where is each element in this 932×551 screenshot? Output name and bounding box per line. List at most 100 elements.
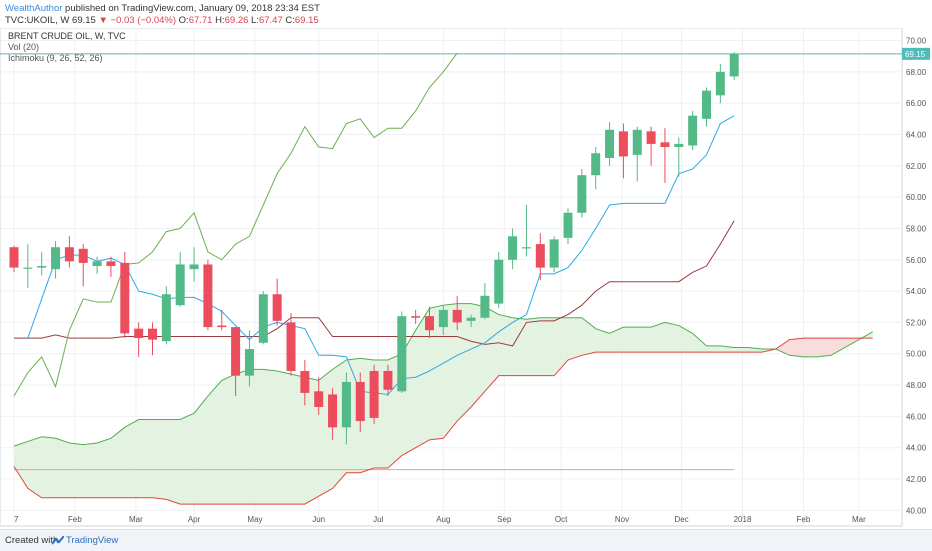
cloud-segment [512,317,527,376]
price-change: −0.03 (−0.04%) [110,15,177,26]
cloud-segment [69,443,84,498]
candle [64,236,74,268]
candle [383,364,393,397]
candle-body [217,325,227,328]
candle [438,305,448,335]
candle [549,236,559,273]
cloud-segment [554,317,568,376]
x-tick-label: Sep [497,515,512,524]
candle [521,204,531,257]
cloud-segment [194,396,208,505]
cloud-segment [664,322,679,353]
y-tick-label: 56.00 [906,256,927,265]
open-label: O: [178,15,189,26]
candle-body [341,381,351,428]
candle [217,309,227,331]
candle-body [203,264,213,328]
x-tick-label: Aug [436,515,450,524]
y-tick-label: 52.00 [906,318,927,327]
x-tick-label: Jun [312,515,325,524]
tradingview-logo-icon [52,536,64,545]
candle [660,128,670,184]
published-text: published on TradingView.com, January 09… [65,3,320,14]
cloud-segment [166,419,181,505]
candle [78,244,88,287]
y-tick-label: 66.00 [906,99,927,108]
cloud-segment [97,438,111,498]
cloud-segment [277,370,291,505]
cloud-segment [443,303,458,439]
cloud-segment [415,308,430,448]
candle-body [51,247,61,270]
candle-body [618,131,628,157]
candle-body [688,115,698,146]
candle-body [535,244,545,268]
candle [646,126,656,166]
candle-body [64,247,74,262]
x-tick-label: 2018 [734,515,752,524]
low-label: L: [251,15,259,26]
candle-body [23,267,33,269]
candle [355,372,365,433]
down-arrow-icon: ▼ [98,15,108,26]
candle [314,377,324,415]
candle-body [314,391,324,407]
senkou-span-b-line [13,337,873,505]
candle [244,330,254,387]
candle-body [189,264,199,270]
candle-body [508,236,518,260]
x-tick-label: 7 [14,515,19,524]
candle [120,251,130,339]
y-tick-label: 64.00 [906,130,927,139]
cloud-segment [249,369,264,505]
cloud-segment [637,327,652,353]
candle [92,256,102,274]
candle [494,251,504,309]
cloud-segment [471,303,485,407]
publish-line: WealthAuthor published on TradingView.co… [5,3,320,14]
cloud-segment [581,317,596,356]
tradingview-brand-link[interactable]: TradingView [66,535,119,546]
candle-body [660,142,670,148]
cloud-segment [110,427,125,498]
cloud-segment [678,325,693,353]
cloud-segment [706,345,721,353]
candle-body [674,143,684,148]
candle [51,240,61,279]
author-link[interactable]: WealthAuthor [5,3,63,14]
candle-body [632,129,642,155]
cloud-segment [14,441,28,489]
candle-body [244,349,254,376]
candle [480,283,490,320]
cloud-segment [568,317,582,360]
candle-body [411,316,421,318]
kijun-sen-line [14,220,735,347]
cloud-segment [775,339,790,356]
candle-body [369,370,379,418]
ohlc-line: TVC:UKOIL, W 69.15 ▼ −0.03 (−0.04%) O:67… [5,15,319,26]
cloud-segment [152,419,167,500]
cloud-segment [734,347,749,353]
price-chart[interactable]: BRENT CRUDE OIL, W, TVC Vol (20) Ichimok… [0,28,932,528]
cloud-segment [789,338,804,357]
candle-body [231,327,241,376]
cloud-segment [138,419,153,498]
cloud-segment [526,317,541,376]
candle-body [605,129,615,158]
y-tick-label: 54.00 [906,287,927,296]
low-value: 67.47 [258,15,283,26]
last-price-label: 69.15 [905,50,926,59]
y-tick-label: 70.00 [906,37,927,46]
candle [161,286,171,345]
candle [203,259,213,331]
x-tick-label: May [247,515,262,524]
candle-body [175,264,185,306]
candle-body [272,294,282,321]
candle [618,123,628,179]
cloud-segment [623,327,638,353]
candle-body [161,294,171,342]
cloud-segment [484,306,499,392]
candle-body [563,212,573,238]
candle-body [134,328,144,339]
cloud-segment [609,327,624,353]
